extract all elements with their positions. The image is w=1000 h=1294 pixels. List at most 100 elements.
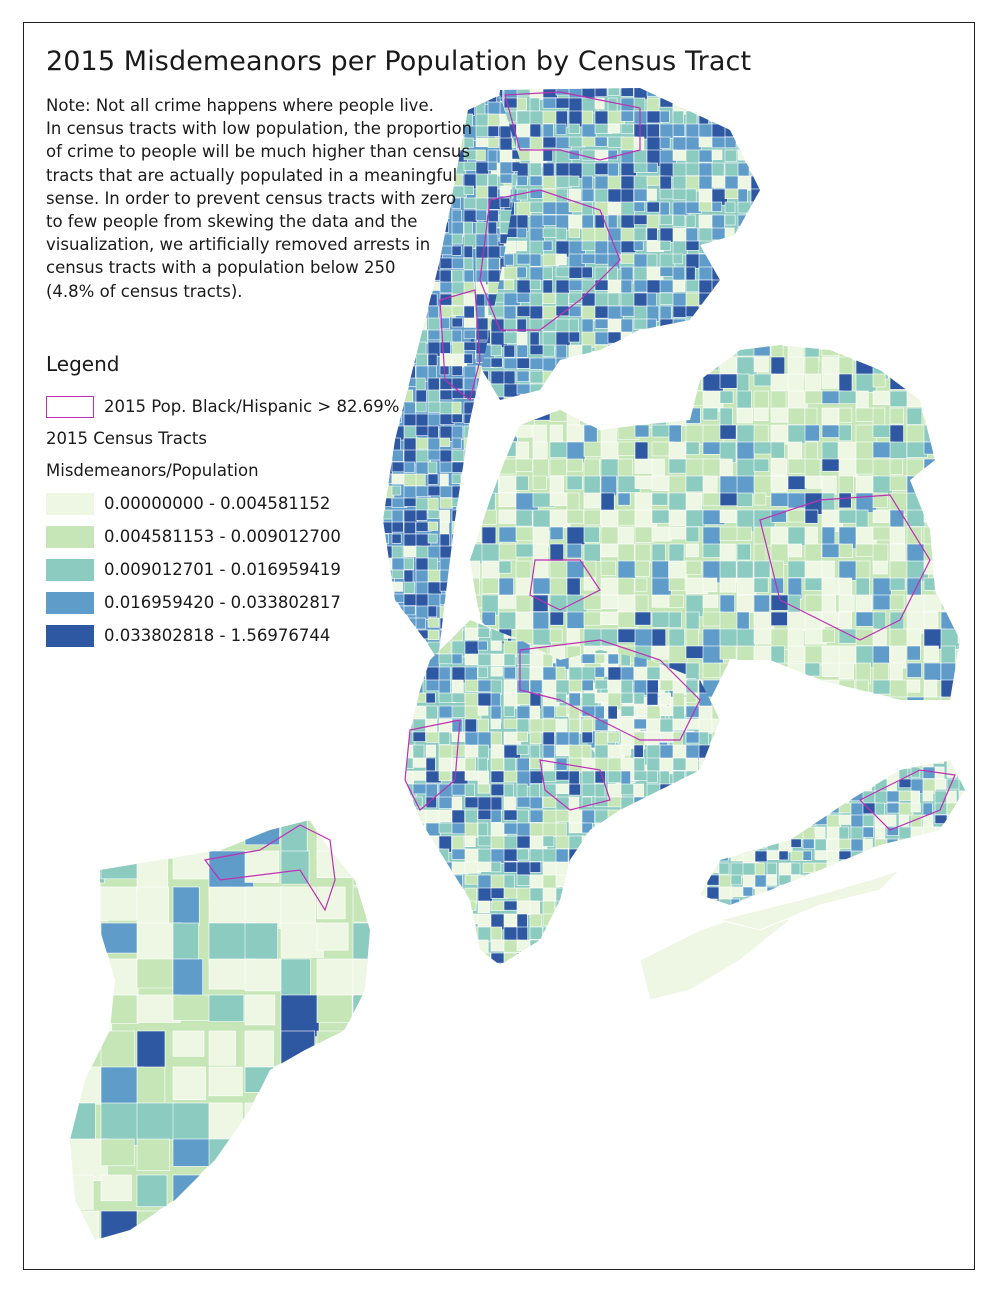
census-tract [634,458,654,474]
census-tract [698,344,713,362]
census-tract [464,666,478,683]
census-tract [405,679,412,693]
census-tract [498,407,512,429]
census-tract [750,305,760,319]
census-tract [427,473,439,485]
census-tract [659,88,674,98]
census-tract [651,526,672,542]
census-tract [838,766,854,783]
census-tract [633,887,650,904]
census-tract [764,254,776,264]
census-tract [872,696,894,711]
census-tract [542,266,553,280]
census-tract [594,136,608,147]
census-tract [719,730,736,753]
census-tract [934,778,947,790]
census-tract [787,526,807,547]
census-tract [542,757,555,773]
census-tract [646,227,658,241]
census-tract [821,424,840,438]
census-tract [438,900,455,915]
breezy-point-area [719,869,901,931]
census-tract [136,1066,166,1107]
census-tract [754,898,768,905]
census-tract [581,396,593,400]
census-tract [737,88,750,102]
census-tract [753,458,770,472]
census-tract [477,718,489,735]
census-tract [886,760,900,769]
census-tract [718,766,731,778]
census-tract [280,850,310,885]
census-tract [549,560,568,581]
census-tract [516,253,531,265]
census-tract [672,396,684,400]
census-tract [633,874,647,885]
census-tract [555,370,568,385]
census-tract [415,413,430,428]
census-tract [711,344,723,362]
census-tract [724,266,737,282]
census-tract [750,279,760,293]
census-tract [542,926,561,940]
census-tract [594,861,608,872]
census-tract [438,913,455,929]
census-tract [555,97,571,109]
census-tract [490,783,505,797]
census-tract [889,730,905,745]
census-tract [711,240,724,256]
census-tract [620,679,633,696]
census-tract [685,110,698,126]
census-tract [778,760,795,767]
census-tract [736,373,750,394]
census-tract [804,543,822,562]
census-tract [542,653,554,668]
census-tract [594,97,605,110]
census-tract [581,939,599,951]
census-tract [415,377,426,391]
census-tract [594,900,612,915]
census-tract [583,526,600,543]
census-tract [607,835,621,850]
census-tract [475,497,485,511]
census-tract [617,526,634,546]
census-tract [685,679,699,694]
census-tract [515,611,536,630]
census-tract [412,835,424,847]
census-tract [874,826,886,840]
census-tract [451,692,466,703]
census-tract [583,356,597,375]
legend: Legend 2015 Pop. Black/Hispanic > 82.69%… [46,352,399,652]
census-tract [208,1174,236,1211]
census-tract [872,679,892,695]
census-tract [790,760,800,765]
census-tract [766,760,780,770]
census-tract [672,926,684,938]
census-tract [910,850,927,867]
census-tract [814,838,827,851]
census-tract [804,662,821,677]
census-tract [451,497,468,507]
census-tract [503,357,519,370]
census-tract [516,240,528,252]
census-tract [659,679,676,691]
census-tract [405,731,416,747]
census-tract [620,88,634,97]
census-tract [886,850,902,866]
census-tract [957,543,960,561]
census-tract [750,331,760,343]
census-tract [532,543,549,561]
census-tract [659,718,674,735]
census-tract [804,509,819,524]
census-tract [405,835,410,851]
census-tract [438,718,452,734]
census-tract [634,475,654,489]
census-tract [70,994,113,1031]
census-tract [753,560,771,578]
census-tract [711,162,725,177]
census-tract [555,835,571,849]
census-tract [958,850,965,861]
census-tract [549,475,564,495]
census-tract [503,666,516,680]
census-tract [532,611,550,632]
